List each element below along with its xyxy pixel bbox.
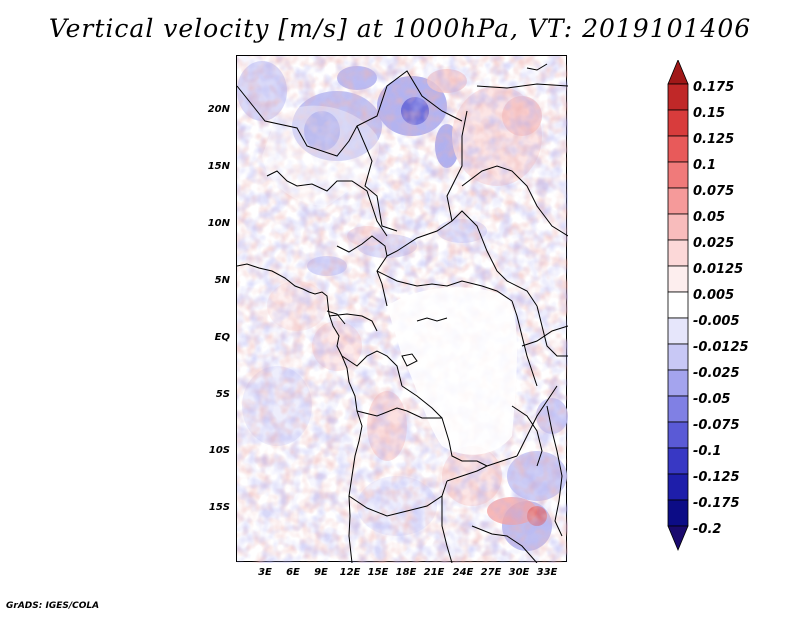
calm-region xyxy=(387,287,517,455)
country-borders xyxy=(237,63,568,563)
lon-label-9e: 9E xyxy=(314,567,328,578)
colorbar-label: 0.05 xyxy=(693,210,726,225)
colorbar-label: -0.005 xyxy=(693,314,740,329)
colorbar-label: 0.005 xyxy=(693,288,735,303)
colorbar-label: -0.125 xyxy=(693,470,740,485)
lon-label-21e: 21E xyxy=(423,567,445,578)
lon-label-6e: 6E xyxy=(286,567,300,578)
grads-credit: GrADS: IGES/COLA xyxy=(6,601,100,611)
lat-label-5n: 5N xyxy=(214,275,230,286)
colorbar-bin xyxy=(667,135,689,163)
map-canvas xyxy=(237,56,568,563)
plot-title: Vertical velocity [m/s] at 1000hPa, VT: … xyxy=(48,14,752,43)
lon-label-33e: 33E xyxy=(536,567,558,578)
lat-label-10n: 10N xyxy=(207,218,230,229)
colorbar-bin xyxy=(667,265,689,293)
lon-label-24e: 24E xyxy=(452,567,474,578)
colorbar-bin xyxy=(667,395,689,423)
colorbar-label: -0.05 xyxy=(693,392,731,407)
lon-label-18e: 18E xyxy=(395,567,417,578)
colorbar-bin xyxy=(667,525,689,552)
lon-label-15e: 15E xyxy=(367,567,389,578)
colorbar-bin xyxy=(667,343,689,371)
lat-label-10s: 10S xyxy=(208,445,230,456)
colorbar-label: -0.0125 xyxy=(693,340,749,355)
lat-label-20n: 20N xyxy=(207,104,230,115)
colorbar-label: 0.175 xyxy=(693,80,735,95)
colorbar-label: -0.175 xyxy=(693,496,740,511)
colorbar-bin xyxy=(667,239,689,267)
colorbar-bin xyxy=(667,187,689,215)
colorbar-label: 0.075 xyxy=(693,184,735,199)
lon-label-27e: 27E xyxy=(480,567,502,578)
lat-label-eq: EQ xyxy=(214,332,230,343)
colorbar-bin xyxy=(667,369,689,397)
lon-label-30e: 30E xyxy=(508,567,530,578)
colorbar-label: 0.0125 xyxy=(693,262,744,277)
colorbar-bin xyxy=(667,447,689,475)
colorbar-label: 0.1 xyxy=(693,158,717,173)
colorbar xyxy=(667,60,689,552)
colorbar-label: 0.15 xyxy=(693,106,726,121)
lon-label-3e: 3E xyxy=(258,567,272,578)
lon-label-12e: 12E xyxy=(339,567,361,578)
colorbar-bin xyxy=(667,421,689,449)
colorbar-label: -0.1 xyxy=(693,444,722,459)
colorbar-label: 0.025 xyxy=(693,236,735,251)
colorbar-bin xyxy=(667,499,689,527)
lat-label-15s: 15S xyxy=(208,502,230,513)
colorbar-label: -0.025 xyxy=(693,366,740,381)
colorbar-label: -0.075 xyxy=(693,418,740,433)
colorbar-bin xyxy=(667,161,689,189)
colorbar-label: -0.2 xyxy=(693,522,722,537)
colorbar-bin xyxy=(667,291,689,319)
lat-label-15n: 15N xyxy=(207,161,230,172)
map-panel xyxy=(236,55,568,563)
colorbar-bin xyxy=(667,473,689,501)
colorbar-bin xyxy=(667,60,689,85)
colorbar-bin xyxy=(667,213,689,241)
colorbar-label: 0.125 xyxy=(693,132,735,147)
colorbar-bin xyxy=(667,109,689,137)
colorbar-bin xyxy=(667,317,689,345)
lat-label-5s: 5S xyxy=(215,389,230,400)
colorbar-bin xyxy=(667,83,689,111)
